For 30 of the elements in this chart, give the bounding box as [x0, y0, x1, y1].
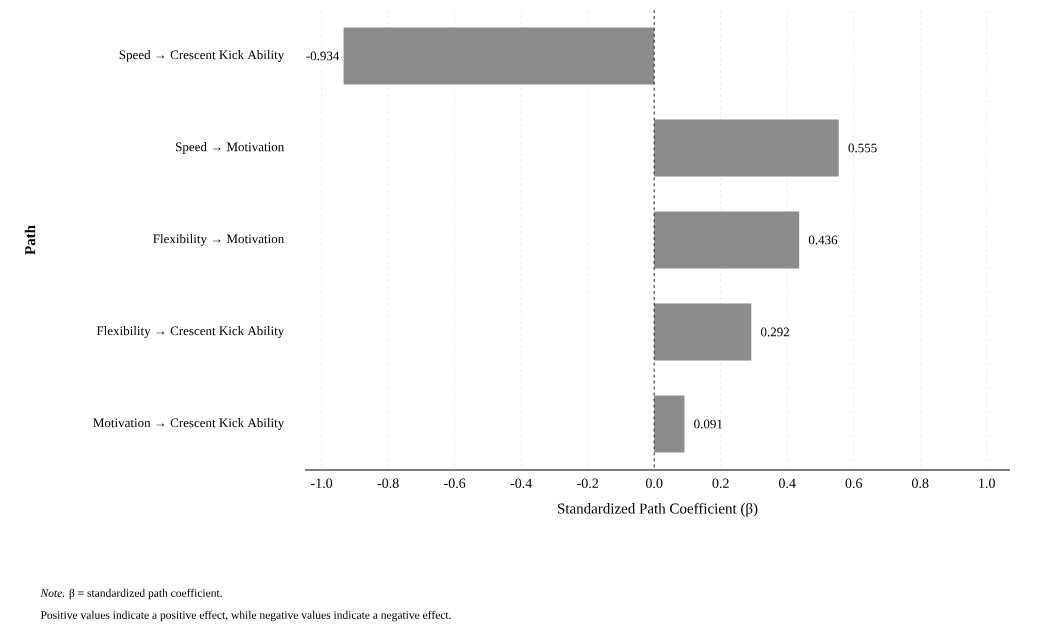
text: Positive values indicate a positive effect, while negative values indicate a negative effect.	[40, 610, 451, 622]
x-tick-label: -0.4	[510, 478, 533, 489]
y-tick-label: Flexibility → Motivation	[153, 234, 285, 246]
text: Note. β = standardized path coefficient.	[40, 588, 222, 600]
x-tick-label: 0.2	[712, 478, 729, 489]
bar	[654, 395, 685, 453]
bar	[654, 119, 839, 177]
data-label: -0.934	[306, 51, 340, 61]
y-tick-label: Speed → Crescent Kick Ability	[119, 50, 285, 62]
x-tick-label: -0.2	[577, 478, 598, 489]
x-tick-label: 0.8	[912, 478, 929, 489]
data-label: 0.292	[760, 327, 790, 337]
x-tick-label: 0.4	[778, 478, 796, 489]
bar	[654, 211, 800, 269]
x-tick-label: 0.6	[845, 478, 863, 489]
y-tick-label: Flexibility → Crescent Kick Ability	[96, 326, 285, 338]
data-label: 0.091	[694, 419, 723, 429]
y-tick-label: Speed → Motivation	[176, 142, 285, 154]
x-axis-title: Standardized Path Coefficient (β)	[557, 502, 758, 517]
data-label: 0.555	[848, 143, 877, 153]
x-tick-label: -0.8	[377, 478, 399, 489]
x-tick-label: -0.6	[444, 478, 466, 489]
x-tick-label: 1.0	[979, 478, 995, 489]
x-tick-label: -1.0	[311, 478, 333, 489]
y-axis-title: Path	[24, 225, 36, 255]
bar	[343, 27, 655, 85]
data-label: 0.436	[808, 235, 838, 245]
bar	[654, 303, 752, 361]
x-tick-label: 0.0	[645, 478, 663, 489]
y-tick-label: Motivation → Crescent Kick Ability	[93, 418, 285, 430]
